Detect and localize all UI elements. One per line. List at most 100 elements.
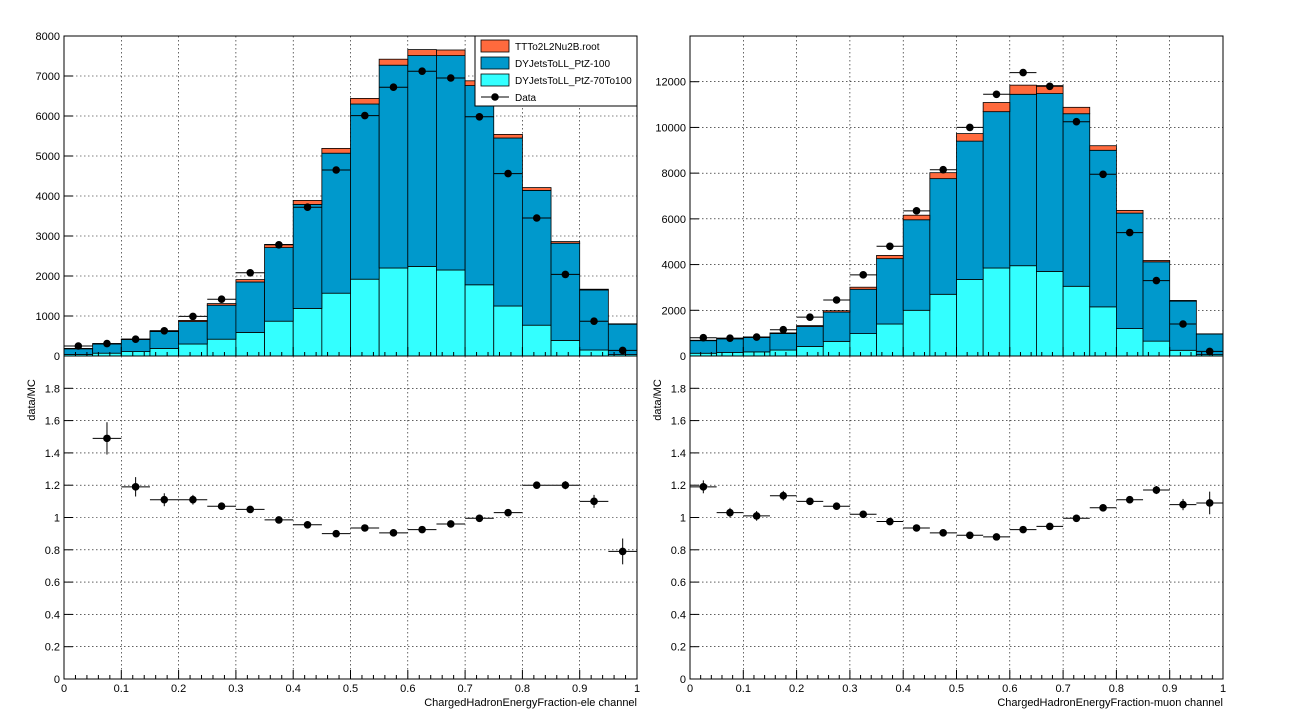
bar-dy_ptz70 — [982, 267, 1011, 357]
data-point — [504, 169, 512, 178]
data-point — [912, 207, 921, 215]
data-point — [103, 339, 111, 348]
bar-ttbar — [849, 286, 877, 290]
bar-dy_ptz100 — [689, 340, 718, 354]
bar-ttbar — [1089, 145, 1117, 151]
bar-ttbar — [178, 319, 208, 322]
bar-ttbar — [1169, 300, 1197, 302]
x-tick-label: 0.1 — [736, 683, 751, 695]
x-tick-label: 0.6 — [400, 683, 415, 695]
data-point — [217, 295, 226, 304]
y-tick-label: 6000 — [662, 214, 686, 226]
data-point — [1152, 276, 1161, 285]
ratio-point — [618, 547, 627, 556]
data-point — [1205, 347, 1214, 356]
bar-dy_ptz70 — [178, 343, 208, 357]
bar-dy_ptz70 — [822, 340, 851, 357]
y-tick-label: 1.2 — [671, 480, 686, 492]
data-point — [939, 165, 947, 174]
x-tick-label: 0.2 — [789, 683, 804, 695]
x-tick-label: 1 — [1220, 683, 1226, 695]
ratio-point — [1045, 522, 1054, 531]
frame-layer — [63, 35, 1224, 680]
bar-dy_ptz100 — [876, 258, 904, 325]
data-point — [832, 296, 841, 304]
x-tick-label: 0.9 — [1162, 683, 1177, 695]
y-tick-label: 0 — [54, 674, 60, 686]
y-tick-label: 2000 — [36, 271, 60, 283]
ratio-point — [832, 502, 841, 510]
ratio-point — [1099, 504, 1107, 512]
x-tick-label: 0.5 — [949, 683, 964, 695]
x-tick-label: 0.7 — [457, 683, 472, 695]
bar-dy_ptz100 — [929, 178, 957, 295]
bar-ttbar — [796, 325, 824, 327]
y-tick-label: 0.2 — [45, 642, 60, 654]
y-tick-label: 1000 — [36, 311, 60, 323]
ratio-point — [131, 483, 140, 491]
ratio-point — [726, 508, 734, 517]
data-point — [131, 335, 140, 344]
bar-dy_ptz100 — [292, 203, 323, 309]
data-point — [726, 334, 734, 342]
bar-dy_ptz70 — [1142, 340, 1171, 357]
data-point — [886, 242, 894, 251]
bar-dy_ptz70 — [493, 305, 523, 357]
y-tick-label: 0 — [54, 351, 60, 363]
data-point — [189, 312, 197, 321]
data-point — [1072, 117, 1081, 126]
bar-dy_ptz100 — [350, 103, 380, 280]
ratio-point — [779, 491, 788, 500]
ratio-point — [561, 481, 570, 490]
data-point — [561, 270, 570, 279]
data-point — [618, 346, 627, 355]
legend-swatch-ttbar — [480, 39, 510, 53]
bar-ttbar — [929, 172, 957, 180]
bar-dy_ptz100 — [206, 304, 237, 340]
bar-ttbar — [822, 310, 851, 313]
x-tick-label: 0.7 — [1055, 683, 1070, 695]
ratio-point — [1179, 500, 1187, 509]
bar-dy_ptz100 — [550, 242, 581, 341]
data-point — [1045, 82, 1054, 91]
bar-ttbar — [579, 288, 609, 291]
ratio-point — [361, 524, 369, 532]
y-tick-label: 0.8 — [45, 545, 60, 557]
y-tick-label: 12000 — [655, 77, 686, 89]
plot-frame — [689, 355, 1224, 680]
x-tick-label: 0.3 — [842, 683, 857, 695]
bar-ttbar — [493, 133, 523, 139]
x-tick-label: 0 — [687, 683, 693, 695]
ratio-point — [1019, 525, 1027, 534]
legend-label: TTTo2L2Nu2B.root — [515, 42, 600, 53]
x-tick-label: 0.8 — [1109, 683, 1124, 695]
y-tick-label: 1.8 — [671, 383, 686, 395]
x-tick-label: 0.8 — [515, 683, 530, 695]
bar-dy_ptz100 — [321, 152, 351, 294]
bar-dy_ptz100 — [822, 311, 851, 342]
bar-ttbar — [902, 214, 931, 221]
ratio-point — [475, 514, 484, 523]
legend-swatch-dy_ptz100 — [480, 56, 510, 70]
bar-ttbar — [876, 255, 904, 260]
ratio-point — [1072, 514, 1081, 523]
y-tick-label: 1.2 — [45, 480, 60, 492]
bar-dy_ptz70 — [769, 349, 798, 357]
bar-dy_ptz70 — [522, 324, 552, 357]
x-tick-label: 0.9 — [572, 683, 587, 695]
data-point — [446, 74, 455, 82]
bar-ttbar — [982, 102, 1011, 113]
y-tick-label: 8000 — [662, 168, 686, 180]
legend-label: DYJetsToLL_PtZ-70To100 — [515, 76, 632, 87]
bar-dy_ptz100 — [436, 55, 466, 271]
data-point — [418, 67, 426, 75]
y-tick-label: 1 — [54, 513, 60, 525]
y-tick-label: 7000 — [36, 71, 60, 83]
y-tick-label: 1 — [680, 513, 686, 525]
ratio-point — [806, 497, 814, 506]
bar-dy_ptz100 — [493, 137, 523, 307]
ratio-point — [939, 529, 947, 537]
bar-dy_ptz70 — [378, 267, 409, 357]
data-point — [475, 113, 484, 121]
y-tick-label: 6000 — [36, 111, 60, 123]
